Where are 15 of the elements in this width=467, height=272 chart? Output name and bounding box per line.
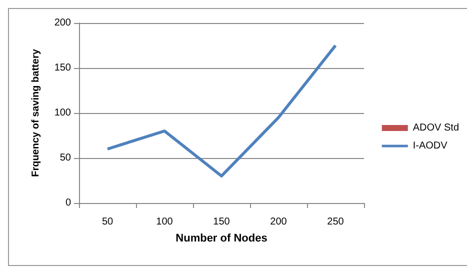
legend-label: I-AODV	[412, 140, 448, 152]
x-tick-label: 200	[270, 216, 288, 228]
x-tick-label: 150	[213, 216, 230, 228]
x-tick-label: 250	[327, 216, 344, 228]
y-tick-label: 100	[54, 108, 72, 118]
y-tick-label: 0	[65, 198, 72, 208]
legend-label: ADOV Std	[412, 122, 460, 134]
y-tick-label: 150	[54, 62, 72, 74]
x-tick-label: 100	[156, 216, 174, 228]
line-series	[106, 44, 337, 178]
x-tick-label: 50	[102, 216, 114, 228]
y-tick-label: 200	[54, 18, 72, 28]
y-tick-label: 50	[60, 152, 72, 164]
x-axis-title: Number of Nodes	[176, 232, 268, 244]
y-axis-title: Frquency of saving battery	[30, 48, 42, 177]
